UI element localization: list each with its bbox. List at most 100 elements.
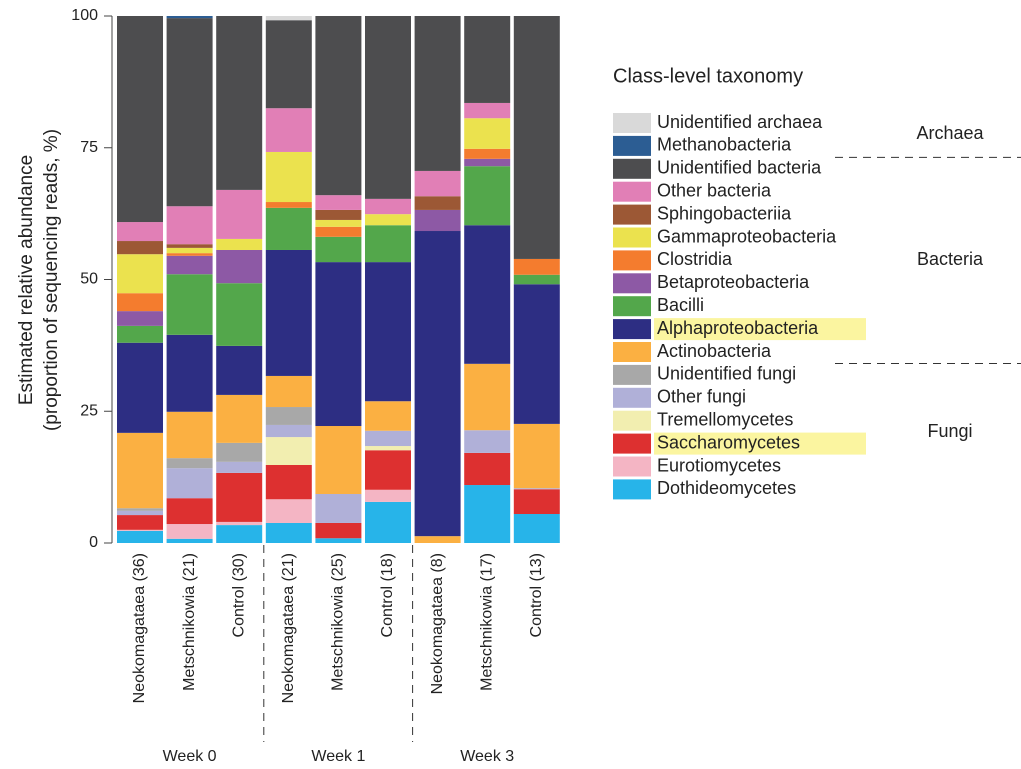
bar-segment — [365, 214, 411, 226]
group-label: Week 1 — [311, 748, 365, 765]
bar-segment — [365, 450, 411, 490]
bar-segment — [216, 394, 263, 443]
legend-label: Methanobacteria — [657, 135, 792, 155]
legend-swatch — [613, 135, 651, 156]
y-tick-label: 100 — [71, 7, 98, 24]
bar-segment — [315, 219, 362, 227]
bar-segment — [216, 525, 263, 543]
bar-segment — [216, 238, 263, 250]
legend-swatch — [613, 479, 651, 500]
bar-segment — [166, 538, 213, 543]
legend-swatch — [613, 433, 651, 454]
bar-segment — [117, 510, 163, 516]
legend-label: Other fungi — [657, 387, 746, 407]
bar-segment — [265, 424, 312, 438]
legend-label: Sphingobacteriia — [657, 203, 792, 223]
bar-segment — [216, 472, 263, 522]
bar-segment — [216, 189, 263, 239]
bar-segment — [513, 423, 560, 489]
bar-segment — [265, 207, 312, 250]
bar-segment — [513, 514, 560, 543]
bar-segment — [315, 262, 362, 427]
legend-label: Unidentified bacteria — [657, 158, 822, 178]
bar-segment — [464, 225, 511, 364]
x-tick-label: Control (18) — [379, 553, 396, 637]
bar-segment — [365, 446, 411, 451]
bar-segment — [166, 247, 213, 254]
bar-segment — [166, 255, 213, 275]
bar-segment — [166, 253, 213, 256]
bar-segment — [464, 452, 511, 486]
bar-segment — [464, 158, 511, 167]
y-tick-label: 50 — [80, 271, 98, 288]
legend-group-label: Archaea — [916, 123, 984, 143]
legend-title: Class-level taxonomy — [613, 65, 803, 87]
bar-segment — [513, 274, 560, 285]
x-tick-label: Neokomagataea (36) — [131, 553, 148, 703]
bar-segment — [315, 236, 362, 263]
legend-label: Alphaproteobacteria — [657, 318, 819, 338]
bar-segment — [414, 170, 461, 197]
bar-segment — [464, 148, 511, 159]
bar-segment — [265, 499, 312, 523]
legend-label: Betaproteobacteria — [657, 272, 810, 292]
bar-segment — [365, 401, 411, 431]
bar-segment — [117, 530, 163, 543]
bar-segment — [265, 437, 312, 466]
bar-segment — [166, 274, 213, 335]
bar-segment — [166, 411, 213, 459]
bar-segment — [166, 468, 213, 499]
bar-segment — [166, 206, 213, 245]
bar-segment — [365, 198, 411, 215]
x-tick-label: Neokomagataea (21) — [280, 553, 297, 703]
bar-segment — [216, 521, 263, 526]
bar-segment — [265, 522, 312, 543]
x-tick-label: Control (13) — [528, 553, 545, 637]
bar-segment — [216, 249, 263, 284]
bar-segment — [414, 536, 461, 543]
bar-segment — [464, 363, 511, 431]
bar-segment — [464, 16, 511, 103]
bar-segment — [414, 16, 461, 171]
legend-swatch — [613, 158, 651, 179]
bar-segment — [464, 485, 511, 543]
legend-swatch — [613, 181, 651, 202]
bar-segment — [166, 334, 213, 412]
bar-segment — [414, 196, 461, 210]
bar-segment — [265, 407, 312, 425]
group-label: Week 3 — [460, 748, 514, 765]
bar-segment — [315, 426, 362, 494]
legend-swatch — [613, 364, 651, 385]
y-tick-label: 25 — [80, 402, 98, 419]
bar-segment — [414, 231, 461, 537]
legend-swatch — [613, 113, 651, 133]
legend-swatch — [613, 319, 651, 340]
bar-segment — [166, 244, 213, 248]
legend-label: Clostridia — [657, 249, 733, 269]
legend-swatch — [613, 387, 651, 408]
bar-segment — [365, 430, 411, 447]
bar-segment — [117, 529, 163, 531]
bar-segment — [166, 498, 213, 525]
legend-swatch — [613, 227, 651, 248]
legend-swatch — [613, 410, 651, 431]
bar-segment — [265, 375, 312, 408]
bar-segment — [117, 432, 163, 509]
y-axis-label: (proportion of sequencing reads, %) — [41, 129, 62, 431]
x-tick-label: Neokomagataea (8) — [429, 553, 446, 694]
x-tick-label: Control (30) — [230, 553, 247, 637]
bar-segment — [216, 283, 263, 346]
bar-segment — [117, 311, 163, 326]
bar-segment — [315, 209, 362, 220]
y-axis-label: Estimated relative abundance — [16, 155, 37, 405]
bar-segment — [117, 241, 163, 255]
x-tick-label: Metschnikowia (17) — [478, 553, 495, 691]
bar-segment — [464, 430, 511, 453]
legend-label: Saccharomycetes — [657, 432, 800, 452]
legend-group-label: Bacteria — [917, 249, 984, 269]
bar-segment — [265, 249, 312, 376]
bar-segment — [166, 18, 213, 207]
bar-segment — [216, 461, 263, 473]
bar-segment — [117, 342, 163, 433]
bar-segment — [117, 16, 163, 223]
